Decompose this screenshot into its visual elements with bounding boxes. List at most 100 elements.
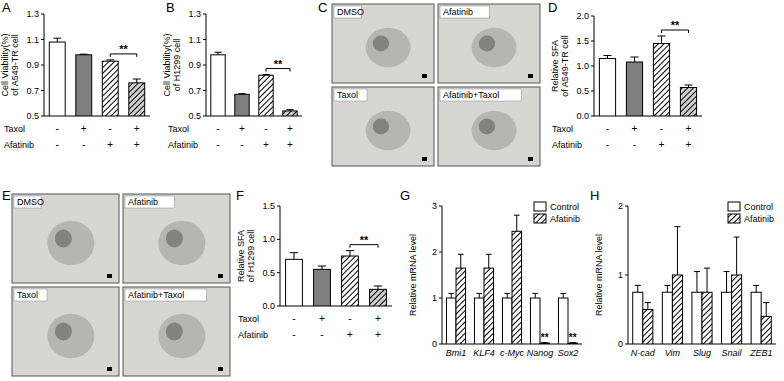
error-bar <box>476 293 482 298</box>
scale-bar <box>218 274 223 278</box>
y-tick-label: 0.5 <box>26 111 39 121</box>
bar <box>474 298 484 344</box>
error-bar <box>753 285 759 292</box>
condition-sign: + <box>686 123 692 134</box>
image-label: DMSO <box>17 197 44 207</box>
condition-sign: + <box>632 123 638 134</box>
panel-letter: E <box>2 188 11 203</box>
bar <box>211 55 225 116</box>
condition-sign: - <box>348 313 351 324</box>
scale-bar <box>107 367 112 371</box>
condition-sign: + <box>347 329 353 340</box>
bar <box>456 268 466 344</box>
y-tick-label: 2.0 <box>576 11 589 21</box>
error-bar <box>674 227 680 275</box>
y-tick-label: 0.7 <box>26 86 39 96</box>
y-tick-label: 0.5 <box>188 111 201 121</box>
bar <box>599 59 615 117</box>
bar <box>49 42 65 116</box>
sphere <box>166 230 183 248</box>
y-tick-label: 0.7 <box>188 86 201 96</box>
y-axis-label: Relative SFA <box>236 230 246 282</box>
y-tick-label: 0 <box>618 339 623 349</box>
condition-name: Taxol <box>4 124 25 134</box>
sphere <box>55 230 72 248</box>
significance-label: ** <box>569 332 577 343</box>
legend-swatch <box>728 214 740 223</box>
image-label: Afatinib <box>443 7 473 17</box>
condition-sign: - <box>240 139 243 150</box>
bar <box>633 292 643 344</box>
error-bar <box>630 57 638 62</box>
condition-sign: - <box>660 123 663 134</box>
bar <box>484 268 494 344</box>
x-tick-label: Bmi1 <box>446 348 467 358</box>
bar <box>286 259 303 306</box>
sphere <box>55 323 72 341</box>
x-tick-label: N-cad <box>631 348 656 358</box>
sphere-cluster <box>158 221 205 266</box>
sphere <box>166 323 183 341</box>
y-tick-label: 1.3 <box>188 9 201 19</box>
x-tick-label: c-Myc <box>500 348 524 358</box>
y-axis-label: Relative mRNA level <box>594 234 604 316</box>
legend-label: Afatinib <box>550 214 580 224</box>
micrograph <box>332 4 434 83</box>
condition-sign: + <box>81 123 87 134</box>
y-tick-label: 1.0 <box>262 234 275 244</box>
y-tick <box>41 65 44 66</box>
bar <box>283 111 297 116</box>
error-bar <box>532 293 538 298</box>
x-tick-label: Vim <box>665 348 681 358</box>
micrograph <box>438 87 540 166</box>
y-tick-label: 1 <box>432 293 437 303</box>
condition-sign: - <box>606 139 609 150</box>
scale-bar <box>528 157 533 161</box>
bar <box>512 231 522 344</box>
image-label: DMSO <box>337 7 364 17</box>
condition-sign: - <box>216 123 219 134</box>
bar <box>672 275 682 344</box>
bar <box>761 316 771 344</box>
y-tick <box>277 306 280 307</box>
y-tick <box>203 90 206 91</box>
y-tick-label: 0.0 <box>262 301 275 311</box>
error-bar <box>458 254 464 268</box>
y-tick <box>591 41 594 42</box>
x-tick-label: ZEB1 <box>749 348 773 358</box>
sphere-cluster <box>366 28 411 67</box>
condition-sign: + <box>287 123 293 134</box>
bar <box>259 75 273 116</box>
error-bar <box>486 254 492 268</box>
significance-label: ** <box>541 332 549 343</box>
y-axis-label: Cell Viability(%) <box>0 34 10 97</box>
bar <box>722 292 732 344</box>
condition-name: Afatinib <box>168 140 198 150</box>
error-bar <box>290 253 298 260</box>
significance-label: ** <box>671 19 680 31</box>
label-box <box>440 6 489 18</box>
condition-sign: + <box>319 313 325 324</box>
error-bar <box>286 110 293 111</box>
x-tick-label: Slug <box>693 348 711 358</box>
legend-label: Control <box>550 202 579 212</box>
y-tick <box>203 116 206 117</box>
y-tick-label: 1.3 <box>26 9 39 19</box>
y-tick-label: 1 <box>618 270 623 280</box>
error-bar <box>635 285 641 292</box>
error-bar <box>657 36 665 44</box>
bar <box>680 88 696 117</box>
bar <box>129 83 145 116</box>
error-bar <box>262 74 269 76</box>
micrograph <box>12 287 119 376</box>
y-tick-label: 0.9 <box>188 60 201 70</box>
y-tick-label: 0.5 <box>262 268 275 278</box>
error-bar <box>448 293 454 298</box>
condition-sign: + <box>659 139 665 150</box>
condition-sign: - <box>56 139 59 150</box>
error-bar <box>53 38 61 42</box>
error-bar <box>504 293 510 298</box>
bar <box>751 292 761 344</box>
condition-sign: - <box>320 329 323 340</box>
panel-letter: H <box>590 188 599 203</box>
